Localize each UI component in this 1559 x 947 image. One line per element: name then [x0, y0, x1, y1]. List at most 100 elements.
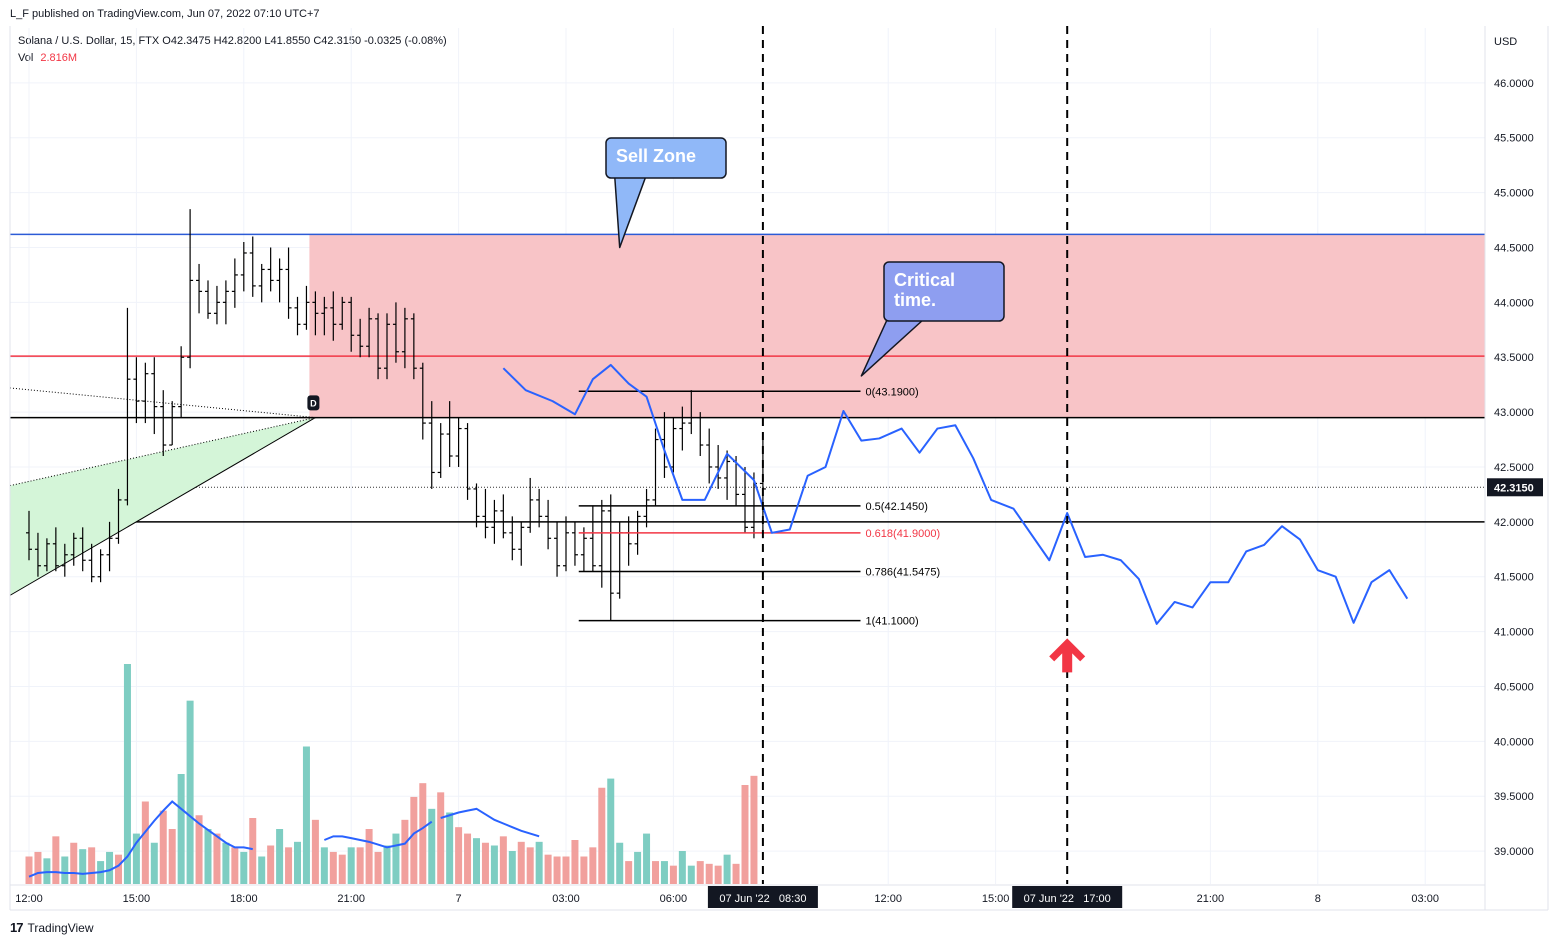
volume-bar: [222, 842, 230, 884]
time-tick-label: 03:00: [552, 893, 580, 905]
price-tick-label: 46.0000: [1494, 78, 1534, 90]
callout-joint: [891, 305, 925, 317]
volume-bar: [25, 856, 33, 884]
volume-bar: [696, 861, 704, 884]
time-tick-label: 12:00: [15, 893, 43, 905]
time-tick-label: 15:00: [982, 893, 1010, 905]
callout-text: time.: [894, 290, 936, 310]
time-tick-label: 21:00: [1197, 893, 1225, 905]
volume-layer: [25, 664, 758, 884]
volume-bar: [544, 854, 552, 884]
volume-bar: [249, 818, 257, 884]
volume-bar: [392, 833, 400, 884]
volume-bar: [88, 847, 96, 884]
volume-bar: [535, 841, 543, 884]
volume-bar: [741, 785, 749, 884]
time-tick-label: 8: [1315, 893, 1321, 905]
volume-bar: [652, 861, 659, 884]
price-tick-label: 42.0000: [1494, 517, 1534, 529]
volume-ma-line: [28, 800, 253, 878]
volume-bar: [607, 778, 615, 884]
volume-bar: [464, 833, 472, 884]
volume-bar: [660, 861, 668, 884]
time-tick-label: 06:00: [660, 893, 688, 905]
pattern-marker-label: D: [310, 398, 317, 408]
volume-bar: [526, 847, 534, 884]
callout-joint: [613, 162, 647, 174]
projection-layer: [502, 363, 1409, 625]
time-highlight-tag: [707, 886, 818, 908]
volume-bar: [437, 792, 445, 884]
footer-brand[interactable]: 17 TradingView: [10, 920, 94, 935]
volume-bar: [598, 787, 606, 884]
volume-bar: [508, 851, 516, 884]
time-tick-label: 03:00: [1411, 893, 1439, 905]
volume-bar: [705, 863, 713, 884]
pattern-marker: [307, 395, 320, 411]
time-tick-label: 18:00: [230, 893, 258, 905]
fib-level-label: 0.618(41.9000): [866, 528, 941, 540]
volume-bar: [106, 851, 114, 884]
publisher-line: L_F published on TradingView.com, Jun 07…: [10, 8, 320, 20]
volume-bar: [428, 808, 436, 884]
projection-path: [502, 363, 1409, 625]
time-tick-label: 21:00: [337, 893, 365, 905]
volume-bar: [580, 856, 588, 884]
volume-bar: [302, 746, 310, 884]
volume-bar: [338, 854, 346, 884]
volume-bar: [562, 856, 570, 884]
axes-layer: USD 46.0000 45.5000 45.0000 44.5000 44.0000 43…: [9, 26, 1549, 911]
horizontal-levels: [10, 233, 1485, 523]
volume-bar: [383, 845, 391, 884]
volume-bar: [365, 829, 373, 884]
volume-bar: [616, 842, 624, 884]
price-tick-label: 45.5000: [1494, 133, 1534, 145]
volume-bar: [473, 838, 480, 884]
volume-bar: [750, 775, 758, 884]
volume-bar: [213, 833, 221, 884]
volume-bar: [168, 829, 176, 884]
volume-bar: [356, 847, 364, 884]
callout-text: Critical: [894, 270, 955, 290]
volume-bar: [446, 812, 454, 884]
volume-bar: [329, 851, 337, 884]
volume-bar: [669, 865, 677, 884]
fibonacci-layer: 0(43.1900) 0.5(42.1450) 0.618(41.9000) 0.78…: [578, 386, 941, 628]
volume-bar: [553, 856, 561, 884]
volume-bar: [61, 856, 69, 884]
price-tick-label: 44.0000: [1494, 297, 1534, 309]
time-tick-label: 12:00: [874, 893, 902, 905]
price-tick-label: 45.0000: [1494, 188, 1534, 200]
volume-bar: [419, 783, 427, 884]
volume-bar: [374, 851, 382, 884]
fib-level-label: 0.5(42.1450): [866, 501, 928, 513]
volume-bar: [294, 841, 301, 884]
volume-bar: [571, 840, 579, 884]
footer-brand-label: TradingView: [27, 920, 94, 935]
volume-bar: [687, 865, 695, 884]
volume-bar: [732, 863, 740, 884]
volume-bar: [678, 851, 686, 884]
volume-bar: [177, 774, 185, 884]
volume-bar: [70, 842, 78, 884]
volume-ma-line: [440, 807, 540, 838]
volume-bar: [517, 841, 525, 884]
price-tick-label: 44.5000: [1494, 242, 1534, 254]
volume-bar: [52, 836, 60, 884]
tradingview-logo-icon: 17: [10, 920, 24, 935]
up-arrow-icon: [1049, 638, 1086, 673]
volume-bar: [499, 836, 507, 884]
volume-bar: [490, 845, 498, 884]
time-highlight-label: 07 Jun '22 08:30: [719, 893, 806, 905]
volume-bar: [285, 847, 293, 884]
price-tick-label: 40.0000: [1494, 736, 1534, 748]
volume-bar: [401, 819, 409, 884]
symbol-info-line: Solana / U.S. Dollar, 15, FTX O42.3475 H…: [18, 35, 447, 47]
candles-layer: [26, 209, 766, 621]
price-tick-label: 42.5000: [1494, 462, 1534, 474]
volume-bar: [625, 861, 633, 884]
volume-bar: [643, 833, 651, 884]
